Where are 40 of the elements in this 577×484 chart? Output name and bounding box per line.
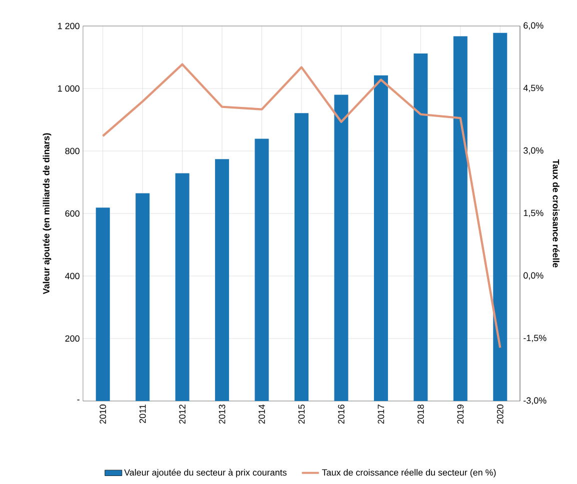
y2-tick-label: 0,0% (524, 272, 544, 280)
line-series (102, 63, 502, 349)
y-axis-title: Valeur ajoutée (en milliards de dinars) (42, 133, 52, 294)
bar (414, 53, 428, 401)
x-tick-label: 2013 (218, 404, 226, 424)
y-tick-label: 600 (65, 210, 80, 217)
y2-tick-label: 4,5% (523, 84, 544, 92)
bar (374, 75, 388, 401)
bar (215, 159, 230, 401)
x-tick-label: 2020 (496, 404, 504, 424)
x-tick-label: 2017 (378, 404, 384, 424)
y2-tick-label: 1,5% (524, 210, 544, 218)
bar (96, 208, 110, 401)
bar (254, 138, 269, 401)
x-tick-label: 2016 (338, 404, 344, 424)
x-tick-label: 2010 (100, 404, 106, 424)
y-tick-label: 1 000 (58, 85, 80, 92)
x-tick-label: 2012 (179, 404, 186, 424)
legend-label: Valeur ajoutée du secteur à prix courants (124, 468, 287, 478)
x-tick-label: 2018 (418, 404, 424, 424)
y-tick-label: 200 (65, 335, 80, 342)
y2-axis-title: Taux de croissance réelle (552, 159, 560, 268)
y2-tick-label: 6,0% (524, 22, 544, 30)
x-tick-label: 2015 (298, 404, 305, 424)
x-tick-label: 2011 (139, 404, 146, 424)
y2-tick-label: -1,5% (524, 334, 546, 342)
bar (175, 173, 190, 401)
bar (453, 36, 468, 401)
y-tick-label: 400 (65, 272, 80, 280)
x-tick-label: 2019 (457, 404, 464, 424)
bar (334, 94, 348, 401)
legend-label: Taux de croissance réelle du secteur (en %) (322, 468, 496, 478)
y-tick-label: 800 (65, 148, 80, 154)
x-tick-label: 2014 (258, 404, 265, 424)
bar (294, 113, 309, 401)
y2-tick-label: 3,0% (524, 147, 544, 155)
bar (136, 193, 150, 401)
y-tick-label: 1 200 (58, 22, 80, 30)
bar (493, 32, 508, 401)
y2-tick-label: -3,0% (524, 397, 546, 405)
